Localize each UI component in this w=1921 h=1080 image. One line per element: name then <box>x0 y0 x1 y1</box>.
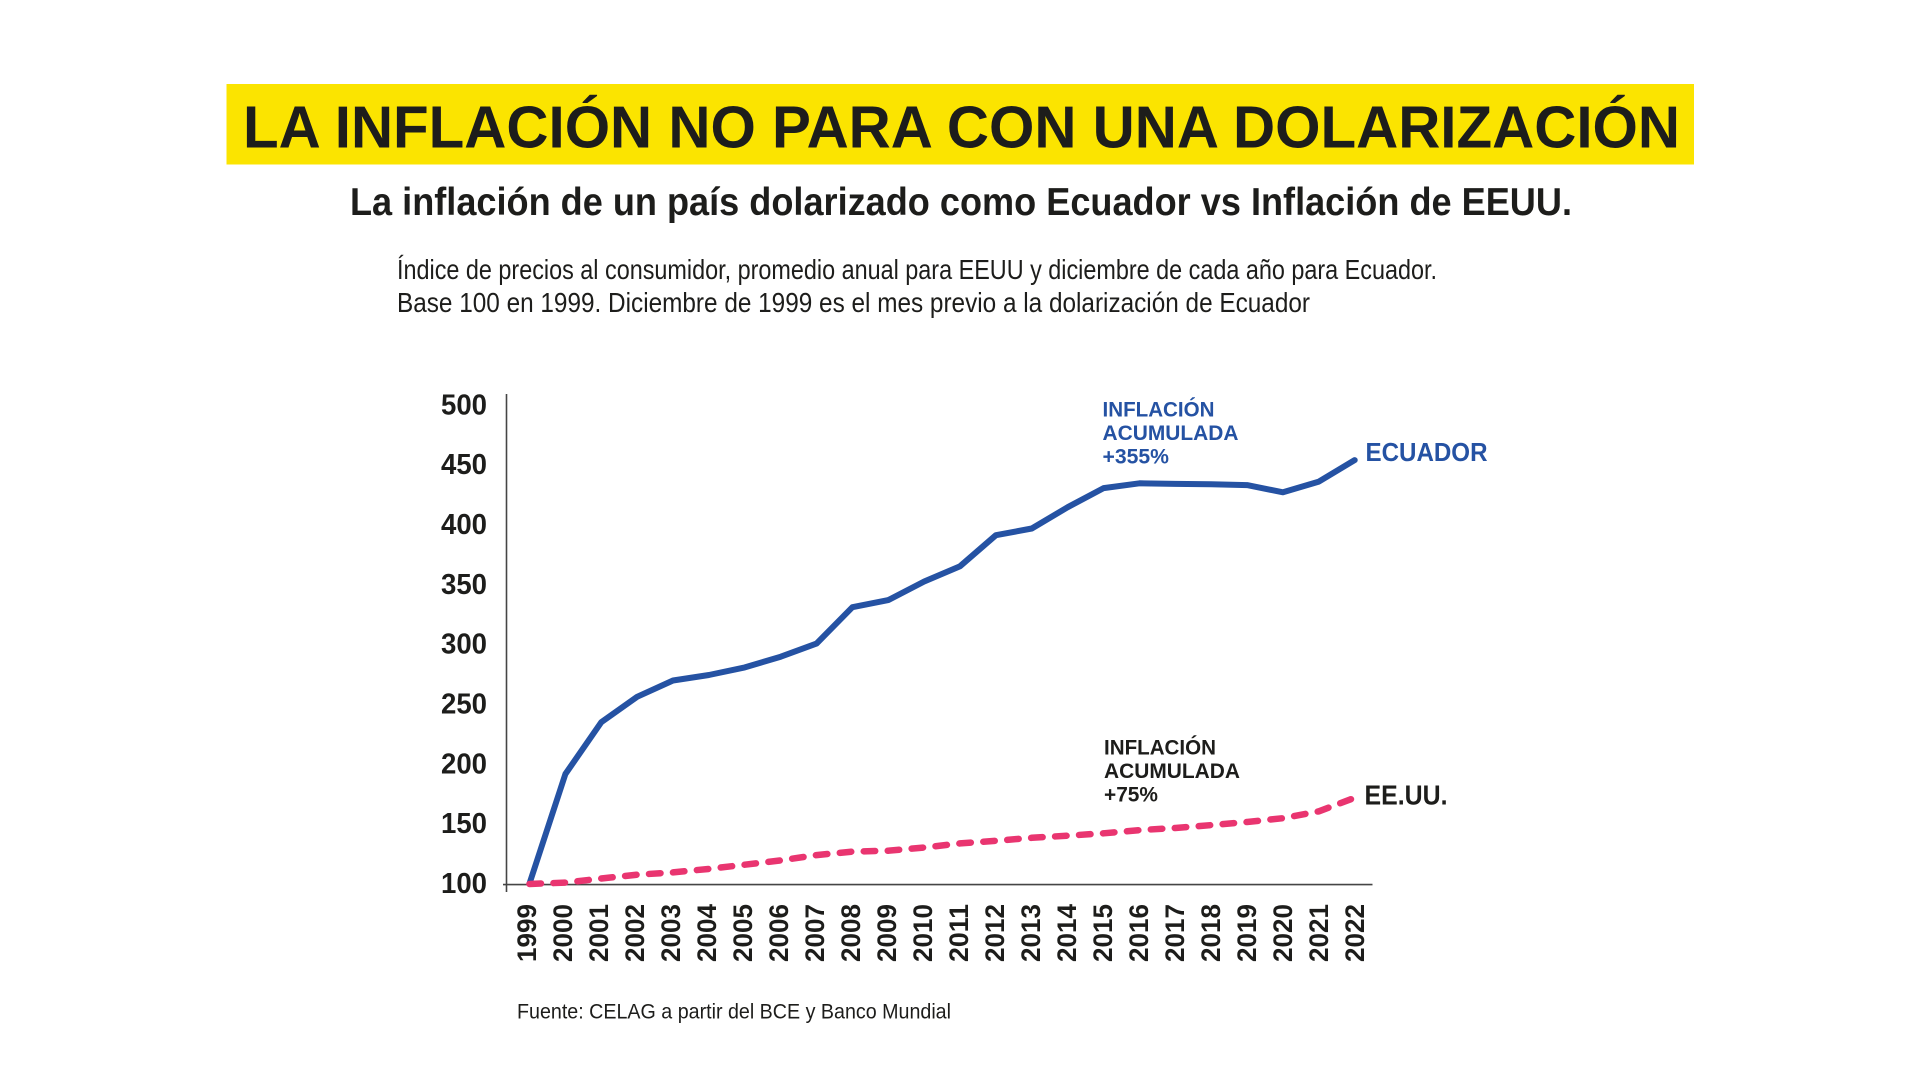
svg-text:2019: 2019 <box>1232 904 1262 962</box>
svg-text:INFLACIÓN: INFLACIÓN <box>1104 736 1216 760</box>
svg-text:2008: 2008 <box>836 904 866 962</box>
svg-text:Índice de precios al consumido: Índice de precios al consumidor, promedi… <box>397 254 1437 285</box>
svg-text:500: 500 <box>441 389 487 421</box>
svg-text:2003: 2003 <box>656 904 686 962</box>
svg-text:250: 250 <box>441 689 487 721</box>
svg-text:100: 100 <box>441 868 487 900</box>
svg-text:Base 100 en 1999. Diciembre de: Base 100 en 1999. Diciembre de 1999 es e… <box>397 287 1310 318</box>
svg-text:2006: 2006 <box>764 904 794 962</box>
svg-text:2015: 2015 <box>1088 904 1118 962</box>
svg-text:2017: 2017 <box>1160 904 1190 962</box>
svg-text:2010: 2010 <box>908 904 938 962</box>
svg-text:2018: 2018 <box>1196 904 1226 962</box>
svg-text:ACUMULADA: ACUMULADA <box>1104 760 1240 783</box>
svg-text:2016: 2016 <box>1124 904 1154 962</box>
svg-text:400: 400 <box>441 509 487 541</box>
svg-text:200: 200 <box>441 748 487 780</box>
svg-text:350: 350 <box>441 569 487 601</box>
svg-text:450: 450 <box>441 449 487 481</box>
svg-text:2001: 2001 <box>584 904 614 962</box>
svg-text:2020: 2020 <box>1268 904 1298 962</box>
svg-text:2007: 2007 <box>800 904 830 962</box>
svg-text:2005: 2005 <box>728 904 758 962</box>
svg-text:2022: 2022 <box>1340 904 1370 962</box>
svg-text:150: 150 <box>441 808 487 840</box>
svg-text:La inflación de un país dolari: La inflación de un país dolarizado como … <box>350 181 1572 224</box>
svg-text:2000: 2000 <box>548 904 578 962</box>
svg-text:ECUADOR: ECUADOR <box>1366 437 1488 467</box>
svg-text:1999: 1999 <box>512 904 542 962</box>
svg-text:+355%: +355% <box>1103 446 1170 469</box>
svg-text:INFLACIÓN: INFLACIÓN <box>1103 398 1215 422</box>
svg-text:2011: 2011 <box>944 904 974 962</box>
svg-text:2014: 2014 <box>1052 904 1082 962</box>
svg-text:2012: 2012 <box>980 904 1010 962</box>
svg-text:2013: 2013 <box>1016 904 1046 962</box>
svg-text:EE.UU.: EE.UU. <box>1365 780 1448 811</box>
svg-text:2004: 2004 <box>692 904 722 962</box>
svg-text:2009: 2009 <box>872 904 902 962</box>
svg-text:2002: 2002 <box>620 904 650 962</box>
svg-text:ACUMULADA: ACUMULADA <box>1103 422 1239 445</box>
svg-text:LA INFLACIÓN NO PARA CON UNA D: LA INFLACIÓN NO PARA CON UNA DOLARIZACIÓ… <box>243 95 1680 161</box>
svg-text:Fuente: CELAG a partir del BCE: Fuente: CELAG a partir del BCE y Banco M… <box>517 1000 951 1024</box>
svg-text:+75%: +75% <box>1104 783 1158 806</box>
svg-text:300: 300 <box>441 629 487 661</box>
svg-text:2021: 2021 <box>1304 904 1334 962</box>
